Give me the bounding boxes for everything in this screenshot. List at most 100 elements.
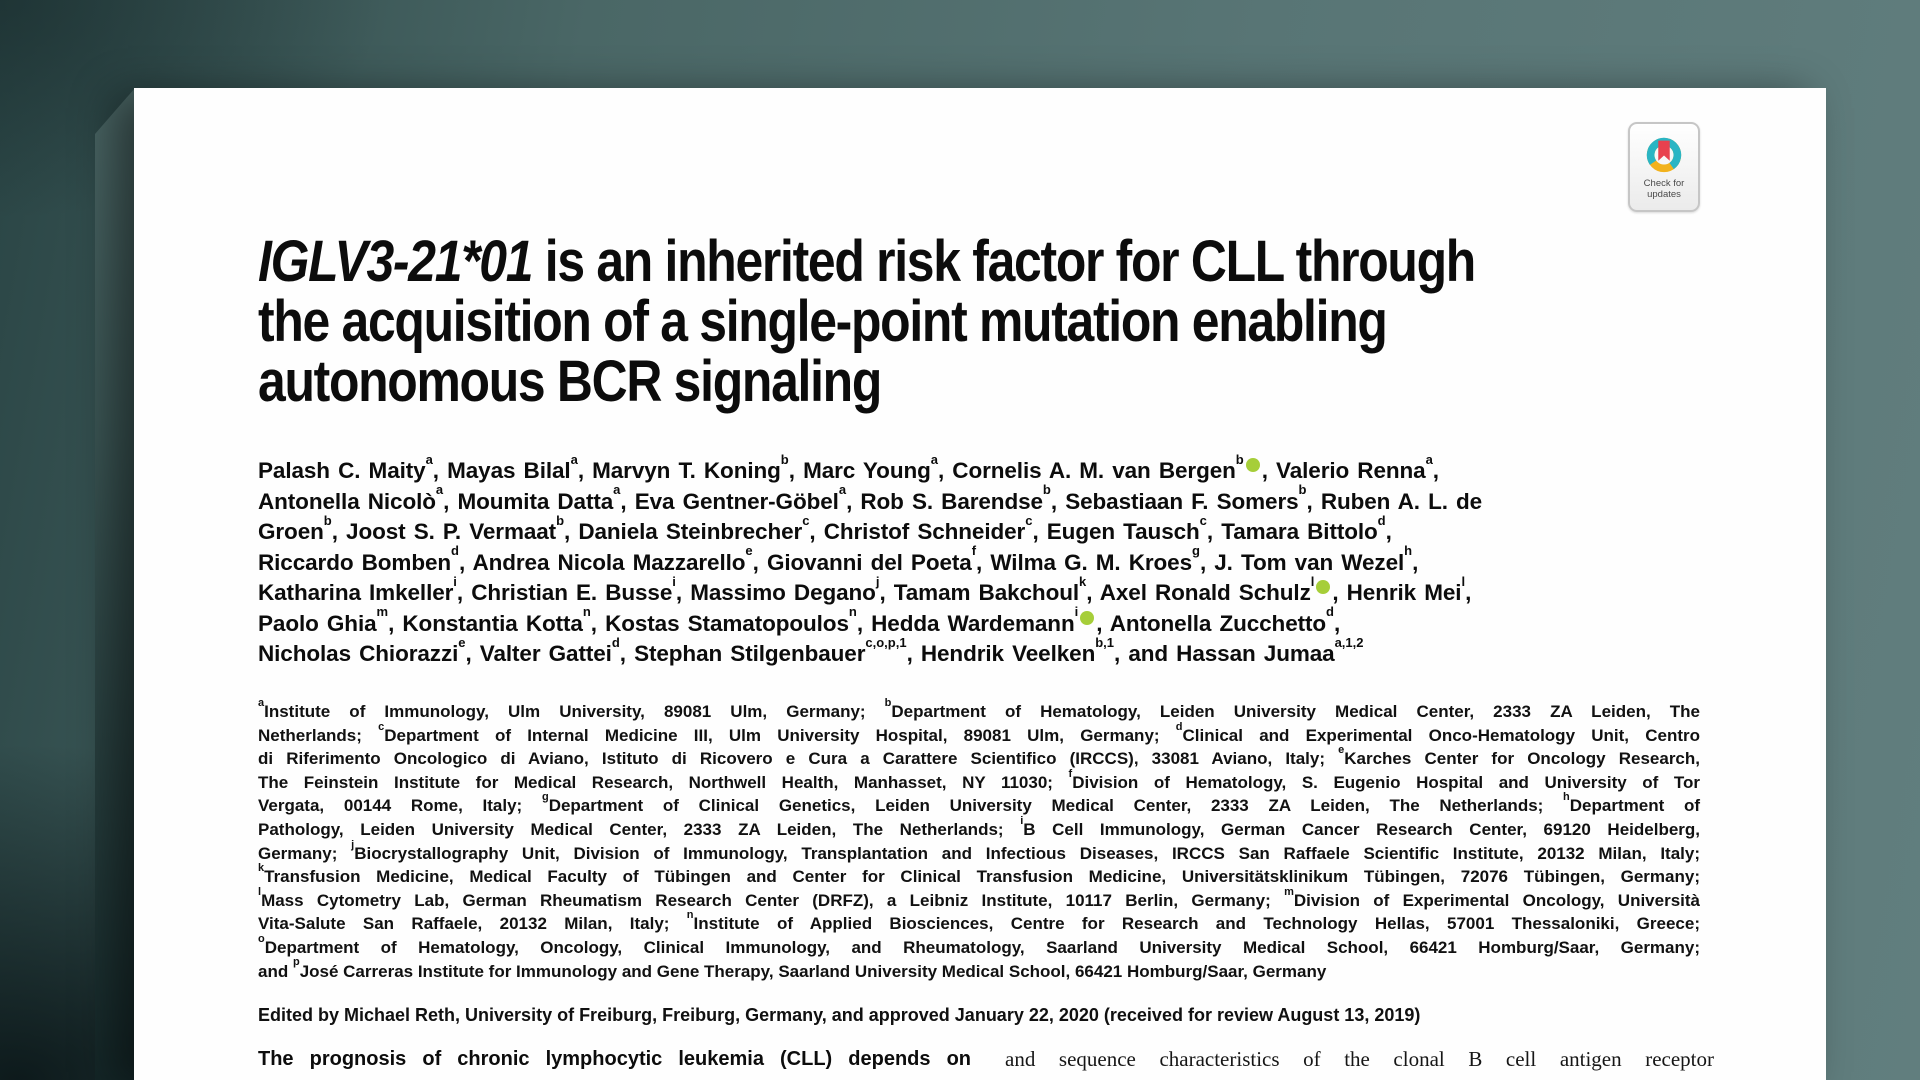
- affiliation-superscript: b,1: [1095, 634, 1115, 650]
- body-text-first-line: and sequence characteristics of the clon…: [1005, 1047, 1714, 1071]
- affiliation-superscript: k: [1079, 573, 1087, 589]
- affiliation-letter: n: [686, 909, 694, 922]
- crossmark-icon: [1646, 137, 1682, 173]
- orcid-icon[interactable]: [1080, 610, 1095, 625]
- affiliation-superscript: m: [376, 604, 389, 620]
- gene-name-italic: IGLV3-21*01: [258, 229, 533, 294]
- author-name: Groen: [258, 519, 324, 544]
- affiliation-letter: h: [1563, 791, 1570, 804]
- author-name: Valerio Renna: [1276, 458, 1426, 483]
- author-line: Riccardo Bombend, Andrea Nicola Mazzarel…: [258, 543, 1419, 575]
- affiliation-line: Germany; jBiocrystallography Unit, Divis…: [258, 838, 1700, 863]
- author-name: Kostas Stamatopoulos: [605, 610, 849, 636]
- author-name: Konstantia Kotta: [402, 610, 583, 636]
- affiliation-letter: o: [258, 932, 265, 945]
- title-line-3: autonomous BCR signaling: [258, 349, 882, 414]
- author-line: Palash C. Maitya, Mayas Bilala, Marvyn T…: [258, 451, 1439, 483]
- affiliation-line: Netherlands; cDepartment of Internal Med…: [258, 720, 1701, 745]
- affiliation-superscript: a,1,2: [1334, 634, 1364, 650]
- affiliation-line: The Feinstein Institute for Medical Rese…: [258, 767, 1700, 792]
- affiliation-superscript: c: [802, 512, 810, 528]
- page-left-edge-shadow: [95, 88, 135, 1080]
- author-name: Hendrik Veelken: [920, 641, 1096, 666]
- affiliation-line: and pJosé Carreras Institute for Immunol…: [258, 956, 1327, 981]
- author-name: Henrik Mei: [1346, 580, 1462, 605]
- affiliation-superscript: a: [838, 482, 847, 498]
- author-name: Cornelis A. M. van Bergen: [952, 458, 1236, 483]
- affiliation-line: lMass Cytometry Lab, German Rheumatism R…: [258, 885, 1700, 910]
- affiliation-letter: d: [1175, 720, 1183, 733]
- affiliation-letter: j: [351, 838, 355, 851]
- author-name: Marvyn T. Koning: [592, 458, 781, 483]
- affiliation-superscript: n: [582, 604, 591, 620]
- affiliation-superscript: e: [745, 543, 753, 559]
- author-name: Katharina Imkeller: [258, 580, 454, 605]
- author-name: Christian E. Busse: [471, 580, 673, 605]
- author-line: Paolo Ghiam, Konstantia Kottan, Kostas S…: [258, 604, 1341, 636]
- affiliation-superscript: i: [453, 573, 457, 589]
- affiliation-superscript: c: [1199, 512, 1207, 528]
- affiliation-line: oDepartment of Hematology, Oncology, Cli…: [258, 932, 1700, 957]
- affiliations-block: aInstitute of Immunology, Ulm University…: [258, 696, 1701, 983]
- article-title: IGLV3-21*01 is an inherited risk factor …: [258, 232, 1772, 412]
- affiliation-superscript: l: [1310, 573, 1315, 589]
- author-name: Rob S. Barendse: [860, 488, 1043, 514]
- affiliation-letter: k: [258, 862, 265, 875]
- author-name: Stephan Stilgenbauer: [634, 641, 866, 666]
- affiliation-superscript: c,o,p,1: [865, 634, 907, 650]
- affiliation-superscript: b: [780, 451, 789, 467]
- affiliation-line: di Riferimento Oncologico di Aviano, Ist…: [258, 744, 1700, 769]
- author-name: Tamam Bakchoul: [893, 580, 1080, 605]
- author-line: Antonella Nicolòa, Moumita Dattaa, Eva G…: [258, 482, 1483, 514]
- affiliation-superscript: i: [1074, 604, 1079, 620]
- affiliation-letter: e: [1338, 744, 1345, 757]
- author-name: Ruben A. L. de: [1320, 488, 1483, 514]
- author-name: Daniela Steinbrecher: [578, 519, 803, 544]
- paper-page: Check for updates IGLV3-21*01 is an inhe…: [134, 88, 1826, 1080]
- affiliation-superscript: a: [435, 482, 444, 498]
- affiliation-letter: i: [1020, 814, 1024, 827]
- affiliation-line: Vita-Salute San Raffaele, 20132 Milan, I…: [258, 909, 1700, 934]
- affiliation-superscript: i: [672, 573, 676, 589]
- affiliation-superscript: h: [1404, 543, 1413, 559]
- author-name: Valter Gattei: [479, 641, 612, 666]
- affiliation-superscript: j: [875, 573, 880, 589]
- author-name: and Hassan Jumaa: [1128, 641, 1335, 666]
- affiliation-superscript: n: [848, 604, 857, 620]
- author-name: Antonella Nicolò: [258, 488, 436, 514]
- affiliation-line: Vergata, 00144 Rome, Italy; gDepartment …: [258, 791, 1701, 816]
- author-name: Tamara Bittolo: [1221, 519, 1378, 544]
- affiliation-superscript: d: [451, 543, 459, 559]
- edited-by-line: Edited by Michael Reth, University of Fr…: [258, 1005, 1421, 1025]
- two-column-body-start: The prognosis of chronic lymphocytic leu…: [258, 1046, 1714, 1073]
- author-line: Groenb, Joost S. P. Vermaatb, Daniela St…: [258, 512, 1392, 544]
- author-name: Eva Gentner-Göbel: [634, 488, 839, 514]
- author-name: Palash C. Maity: [258, 458, 426, 483]
- title-line-2: the acquisition of a single-point mutati…: [258, 289, 1388, 354]
- author-name: Hedda Wardemann: [871, 610, 1075, 636]
- affiliation-superscript: b: [1298, 482, 1307, 498]
- check-for-updates-badge[interactable]: Check for updates: [1628, 122, 1700, 212]
- author-name: Nicholas Chiorazzi: [258, 641, 459, 666]
- affiliation-superscript: a: [570, 451, 578, 467]
- affiliation-superscript: l: [1461, 573, 1466, 589]
- affiliation-superscript: a: [930, 451, 938, 467]
- author-name: Massimo Degano: [690, 580, 876, 605]
- affiliation-superscript: b: [556, 512, 565, 528]
- orcid-icon[interactable]: [1245, 458, 1260, 472]
- author-name: Giovanni del Poeta: [766, 549, 972, 575]
- author-name: Paolo Ghia: [258, 610, 377, 636]
- affiliation-letter: b: [884, 696, 892, 709]
- author-name: Joost S. P. Vermaat: [346, 519, 557, 544]
- affiliation-superscript: d: [1377, 512, 1386, 528]
- author-name: Sebastiaan F. Somers: [1065, 488, 1299, 514]
- affiliation-letter: a: [258, 696, 265, 709]
- orcid-icon[interactable]: [1316, 580, 1331, 594]
- affiliation-line: aInstitute of Immunology, Ulm University…: [258, 696, 1700, 721]
- affiliation-superscript: b: [1042, 482, 1051, 498]
- affiliation-letter: f: [1068, 767, 1073, 780]
- author-name: Wilma G. M. Kroes: [990, 549, 1192, 575]
- affiliation-superscript: g: [1192, 543, 1200, 559]
- author-name: J. Tom van Wezel: [1214, 549, 1405, 575]
- affiliation-superscript: f: [971, 543, 977, 559]
